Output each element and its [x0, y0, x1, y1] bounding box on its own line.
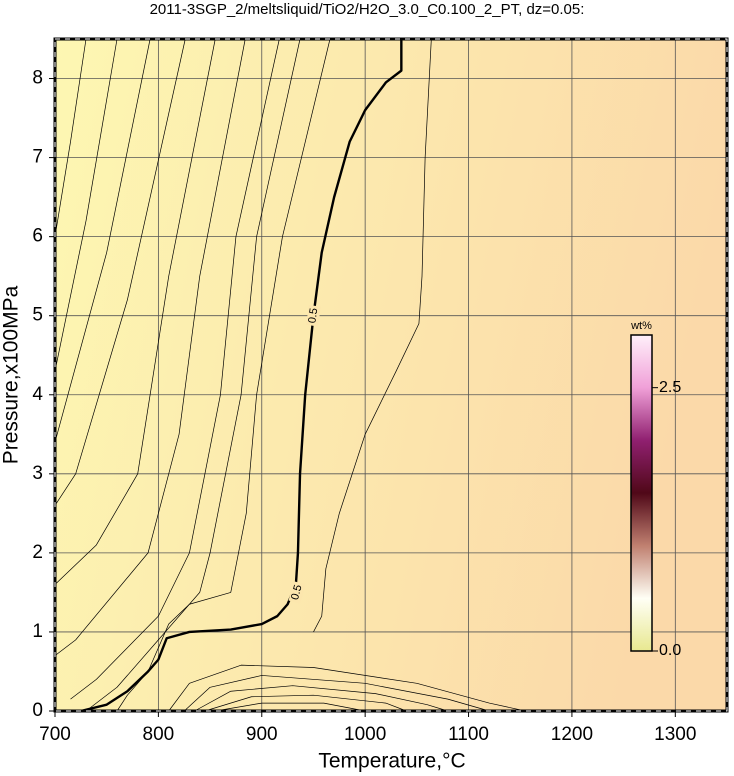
- y-axis-label: Pressure,x100MPa: [0, 285, 23, 464]
- contour-line: [194, 685, 448, 712]
- x-tick-label: 1200: [551, 724, 593, 745]
- y-tick-label: 7: [32, 147, 43, 168]
- contour-line: [70, 38, 280, 700]
- contour-line: [168, 664, 526, 712]
- contour-label: 0.5: [289, 583, 305, 601]
- y-tick-label: 6: [32, 226, 43, 247]
- contour-line: [54, 38, 87, 237]
- x-tick-label: 900: [246, 724, 278, 745]
- y-tick-label: 1: [32, 621, 43, 642]
- x-tick-label: 1000: [344, 724, 386, 745]
- contour-label: 0.5: [306, 307, 320, 324]
- contour-line: [204, 694, 407, 712]
- contour-line: [313, 38, 432, 633]
- contour-line: [54, 38, 151, 443]
- contour-line: [85, 38, 301, 712]
- y-tick-label: 2: [32, 542, 43, 563]
- contour-line: [54, 38, 216, 585]
- y-tick-label: 4: [32, 384, 43, 405]
- x-tick-label: 800: [143, 724, 175, 745]
- x-tick-label: 1300: [654, 724, 696, 745]
- y-tick-label: 8: [32, 68, 43, 89]
- contour-line: [54, 38, 118, 372]
- x-axis-label: Temperature,°C: [318, 750, 465, 773]
- colorbar-label: wt%: [630, 320, 652, 332]
- contour-line: [183, 675, 490, 712]
- y-tick-label: 5: [32, 305, 43, 326]
- colorbar-tick-label: 2.5: [659, 379, 681, 396]
- plot-frame-inner: [54, 38, 728, 712]
- y-tick-label: 0: [32, 700, 43, 721]
- chart-title: 2011-3SGP_2/meltsliquid/TiO2/H2O_3.0_C0.…: [150, 1, 585, 18]
- contour-line: [116, 38, 331, 712]
- y-tick-label: 3: [32, 463, 43, 484]
- contour-line: [215, 702, 366, 712]
- x-tick-label: 1100: [448, 724, 489, 745]
- contour-line: [54, 38, 246, 656]
- contour-label-bg: [288, 581, 306, 604]
- colorbar-tick-label: 0.0: [659, 642, 681, 659]
- contour-line: [54, 38, 186, 506]
- x-tick-label: 700: [39, 724, 71, 745]
- contour-label-bg: [306, 304, 321, 327]
- colorbar: [630, 334, 653, 652]
- plot-background: [55, 39, 727, 711]
